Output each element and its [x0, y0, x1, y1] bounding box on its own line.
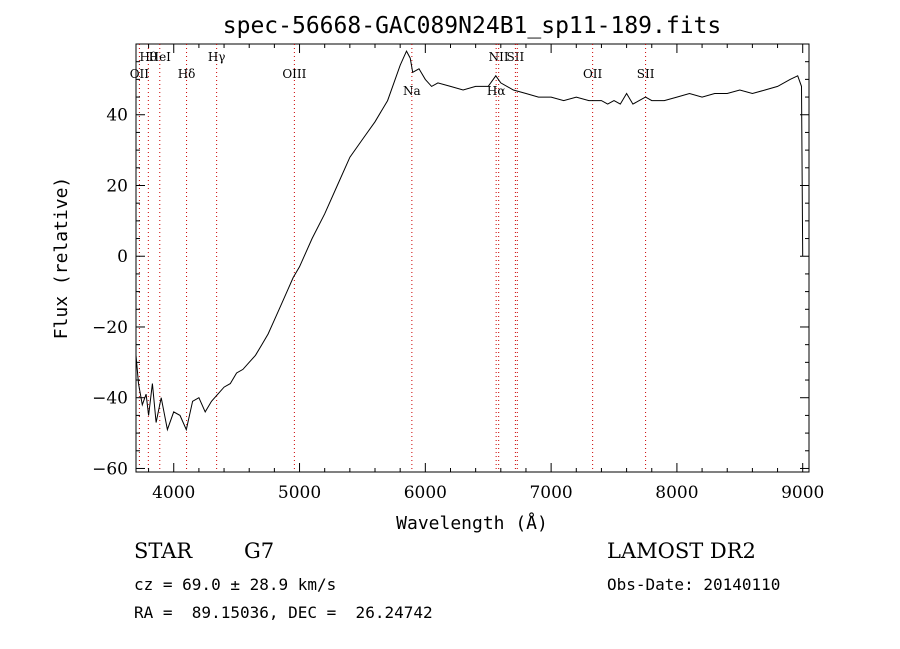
y-axis-label: Flux (relative) — [51, 177, 72, 340]
spectrum-line-0 — [135, 49, 804, 432]
line-marker-label-10: OII — [583, 67, 603, 81]
line-marker-label-1: OII — [130, 67, 150, 81]
line-marker-label-4: Hγ — [208, 50, 226, 64]
y-tick-label-1: −40 — [92, 389, 128, 409]
object-class: STAR — [134, 539, 193, 563]
y-tick-label-3: 0 — [117, 247, 128, 267]
chart-title: spec-56668-GAC089N24B1_sp11-189.fits — [223, 13, 722, 39]
observation-date: Obs-Date: 20140110 — [607, 575, 781, 594]
y-tick-label-4: 20 — [106, 176, 128, 196]
survey-label: LAMOST DR2 — [607, 539, 756, 563]
y-tick-label-0: −60 — [92, 459, 128, 479]
line-marker-label-9: Hα — [487, 84, 506, 98]
y-tick-label-2: −20 — [92, 318, 128, 338]
object-subclass: G7 — [244, 539, 275, 563]
redshift-velocity: cz = 69.0 ± 28.9 km/s — [134, 575, 337, 594]
spectrum-series — [135, 49, 804, 432]
x-tick-label-3: 7000 — [529, 483, 572, 503]
x-tick-label-2: 6000 — [404, 483, 447, 503]
x-axis-label: Wavelength (Å) — [396, 512, 548, 534]
x-tick-label-5: 9000 — [781, 483, 824, 503]
line-marker-label-5: OIII — [282, 67, 306, 81]
line-marker-label-2: HeI — [149, 50, 172, 64]
axis-ticks: 4000 5000 6000 7000 8000 9000 −60 −40 −20 0 20 40 — [92, 44, 824, 503]
x-tick-label-1: 5000 — [278, 483, 321, 503]
line-marker-label-3: Hδ — [178, 67, 196, 81]
coordinates: RA = 89.15036, DEC = 26.24742 — [134, 603, 433, 622]
line-marker-label-6: Na — [403, 84, 421, 98]
x-tick-label-4: 8000 — [655, 483, 698, 503]
line-marker-label-11: SII — [637, 67, 655, 81]
line-marker-label-7: NII — [489, 50, 509, 64]
line-marker-label-8: SII — [507, 50, 525, 64]
y-tick-label-5: 40 — [106, 106, 128, 126]
plot-frame — [135, 43, 810, 473]
x-tick-label-0: 4000 — [152, 483, 195, 503]
line-marker-label-0: Hθ — [139, 50, 157, 64]
